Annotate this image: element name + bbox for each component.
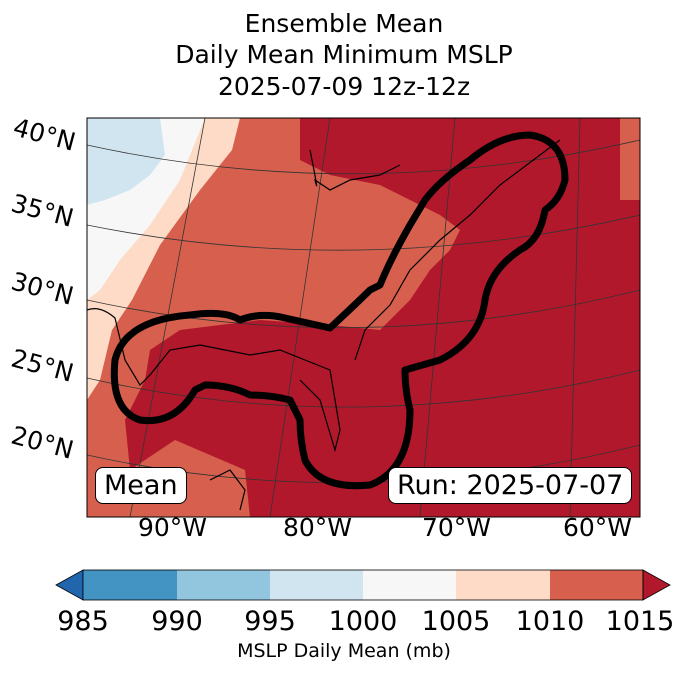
lon-label: 80°W [283, 513, 353, 542]
colorbar-tick: 1015 [605, 606, 675, 637]
map-frame [86, 117, 641, 518]
colorbar-tick: 1005 [421, 606, 491, 637]
ensemble-contour [110, 131, 569, 490]
title-line-3: 2025-07-09 12z-12z [217, 72, 471, 101]
lon-label: 60°W [563, 513, 633, 542]
colorbar [55, 569, 671, 601]
colorbar-segment [550, 570, 643, 600]
colorbar-tick: 1010 [515, 606, 585, 637]
coastlines [87, 139, 561, 511]
colorbar-segment [363, 570, 456, 600]
colorbar-extend-low [55, 569, 84, 601]
colorbar-segment [177, 570, 270, 600]
colorbar-extend-high [642, 569, 671, 601]
colorbar-label: MSLP Daily Mean (mb) [237, 640, 451, 662]
title-line-2: Daily Mean Minimum MSLP [175, 40, 513, 69]
lon-label: 90°W [138, 513, 208, 542]
colorbar-segment [270, 570, 363, 600]
colorbar-tick: 985 [57, 606, 109, 637]
colorbar-tick: 990 [151, 606, 203, 637]
colorbar-segment [83, 570, 177, 600]
lon-label: 70°W [422, 513, 492, 542]
colorbar-tick: 1000 [328, 606, 398, 637]
mean-label-box: Mean [95, 467, 187, 504]
field-990-995 [87, 118, 165, 205]
title-line-1: Ensemble Mean [244, 9, 444, 38]
colorbar-tick: 995 [244, 606, 296, 637]
field-above-1015 [125, 118, 640, 517]
colorbar-segment [456, 570, 550, 600]
run-date-box: Run: 2025-07-07 [388, 467, 633, 504]
